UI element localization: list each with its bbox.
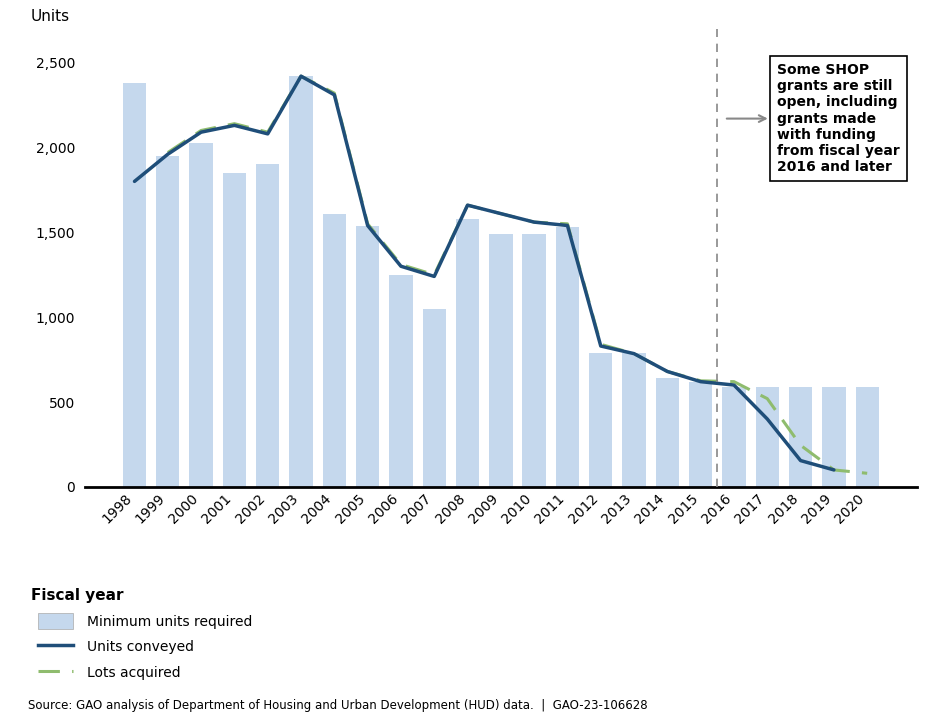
Bar — [655, 378, 679, 487]
Bar — [455, 218, 479, 487]
Bar — [755, 387, 778, 487]
Bar — [322, 213, 346, 487]
Bar — [223, 173, 245, 487]
Bar — [256, 165, 279, 487]
Bar — [821, 387, 845, 487]
Bar — [721, 387, 745, 487]
Bar — [156, 156, 179, 487]
Bar — [356, 226, 379, 487]
Legend: Minimum units required, Units conveyed, Lots acquired: Minimum units required, Units conveyed, … — [38, 613, 252, 680]
Bar — [522, 234, 546, 487]
Text: Units: Units — [31, 9, 70, 24]
Bar — [854, 387, 878, 487]
Bar — [622, 353, 645, 487]
Bar — [123, 83, 146, 487]
Text: Fiscal year: Fiscal year — [31, 588, 124, 603]
Bar — [489, 234, 512, 487]
Bar — [555, 227, 579, 487]
Bar — [189, 143, 212, 487]
Bar — [422, 309, 446, 487]
Text: Source: GAO analysis of Department of Housing and Urban Development (HUD) data. : Source: GAO analysis of Department of Ho… — [28, 700, 648, 712]
Text: Some SHOP
grants are still
open, including
grants made
with funding
from fiscal : Some SHOP grants are still open, includi… — [777, 63, 899, 174]
Bar — [788, 387, 812, 487]
Bar — [588, 353, 612, 487]
Bar — [289, 76, 312, 487]
Bar — [389, 275, 413, 487]
Bar — [688, 382, 712, 487]
